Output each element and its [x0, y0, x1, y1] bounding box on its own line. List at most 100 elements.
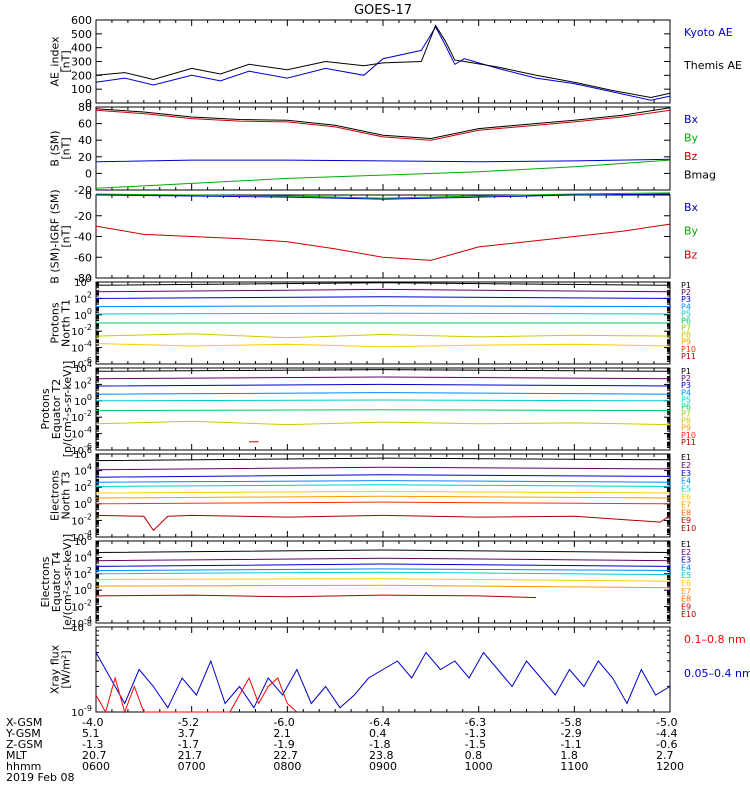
series-line-e2 [95, 466, 671, 471]
legend-entry: P1 [681, 281, 691, 290]
ephem-label-zgsm: Z-GSM [6, 738, 43, 751]
legend-entry: E3 [681, 469, 691, 478]
series-line-bz [95, 109, 671, 141]
y-tick-exp: 4 [87, 274, 92, 283]
legend-entry: P10 [681, 431, 696, 440]
panel-frame [95, 367, 671, 451]
ephem-label-hhmm: hhmm [6, 760, 42, 773]
y-tick-label: 10-9 [71, 704, 92, 719]
legend-entry: E7 [681, 500, 691, 509]
ephem-value: -5.8 [560, 716, 582, 729]
ephem-value: -1.5 [464, 738, 487, 751]
series-line-e7 [95, 495, 671, 499]
y-axis-label: Electrons [49, 470, 62, 521]
ephem-date: 2019 Feb 08 [6, 771, 75, 784]
panel-3: -80 -60 -40 -20 0 B (SM)-IGRF (SM)[nT] Bx By Bz [49, 189, 699, 285]
y-tick-exp: -4 [84, 529, 92, 538]
y-tick-label: 104 [74, 549, 92, 564]
y-tick-label: 104 [74, 360, 92, 375]
y-tick-base: 10 [71, 533, 84, 544]
y-tick-exp: 2 [87, 566, 92, 575]
y-tick-label: -40 [74, 231, 92, 244]
y-tick-base: 10 [74, 380, 87, 391]
ephem-value: 20.7 [82, 749, 107, 762]
y-tick-label: 40 [78, 134, 92, 147]
ephem-value: -5.0 [656, 716, 678, 729]
ephem-value: 0600 [82, 760, 110, 773]
legend-entry: P1 [681, 367, 691, 376]
series-line-e8 [95, 501, 671, 505]
y-tick-label: 102 [74, 479, 92, 494]
ephem-value: 22.7 [273, 749, 298, 762]
y-tick-label: -80 [74, 272, 92, 285]
y-tick-base: 10 [74, 278, 87, 289]
legend-entry: E2 [681, 461, 691, 470]
ephem-label-mlt: MLT [6, 749, 27, 762]
ephem-label-xgsm: X-GSM [6, 716, 43, 729]
y-axis-label: [p/(cm²-s-sr-keV)] [61, 361, 74, 458]
y-tick-label: 106 [74, 533, 92, 548]
y-axis-label: [nT] [60, 137, 73, 159]
legend-entry: E4 [681, 563, 691, 572]
y-tick-label: 100 [74, 307, 92, 322]
y-tick-exp: -2 [84, 599, 92, 608]
y-tick-base: 10 [74, 294, 87, 305]
series-line-e4 [95, 568, 671, 571]
y-tick-label: 500 [71, 28, 92, 41]
panel-frame [95, 453, 671, 538]
legend-entry: P2 [681, 374, 691, 383]
legend-entry: E3 [681, 556, 691, 565]
y-tick-exp: -6 [84, 442, 92, 451]
legend-entry: E2 [681, 548, 691, 557]
y-tick-exp: 4 [87, 463, 92, 472]
series-line-p4 [95, 305, 671, 308]
series-line-e8 [95, 594, 537, 599]
legend-entry: P5 [681, 309, 691, 318]
y-tick-label: 60 [78, 118, 92, 131]
y-axis-label: [nT] [60, 225, 73, 247]
legend-entry: P10 [681, 345, 696, 354]
legend-entry: P5 [681, 395, 691, 404]
y-tick-label: 100 [74, 393, 92, 408]
ephem-value: 0800 [273, 760, 302, 773]
legend-entry: 0.1–0.8 nm [684, 633, 746, 646]
ephem-value: -1.7 [177, 738, 200, 751]
ephem-value: 1.8 [560, 749, 578, 762]
figure-title: GOES-17 [354, 3, 412, 18]
series-line-bz [95, 223, 671, 261]
series-line-p2 [95, 376, 671, 380]
y-tick-base: 10 [71, 708, 84, 719]
y-tick-label: 600 [71, 14, 92, 27]
legend-entry: P7 [681, 324, 691, 333]
ephem-value: -0.6 [656, 738, 678, 751]
y-tick-exp: 4 [87, 549, 92, 558]
series-line-p3 [95, 296, 671, 299]
series-line-p3 [95, 383, 671, 387]
y-tick-label: 10-4 [71, 529, 92, 544]
y-tick-label: 0 [85, 189, 92, 202]
y-tick-exp: 0 [87, 307, 92, 316]
ephem-value: -1.3 [464, 727, 487, 740]
y-tick-base: 10 [74, 500, 87, 511]
y-tick-exp: -4 [84, 340, 92, 349]
legend-entry: Themis AE [683, 59, 742, 72]
legend-entry: P6 [681, 402, 691, 411]
panel-frame [95, 19, 671, 104]
series-line-p1 [95, 282, 671, 286]
y-tick-label: 102 [74, 376, 92, 391]
series-line-p5 [95, 312, 671, 315]
y-tick-base: 10 [74, 570, 87, 581]
series-line-e3 [95, 563, 671, 567]
y-tick-label: -60 [74, 251, 92, 264]
ephem-value: 0900 [369, 760, 397, 773]
legend-entry: E8 [681, 595, 691, 604]
y-tick-base: 10 [71, 603, 84, 614]
legend-entry: E1 [681, 540, 691, 549]
series-line-e5 [95, 484, 671, 487]
ephem-value: 1000 [464, 760, 493, 773]
